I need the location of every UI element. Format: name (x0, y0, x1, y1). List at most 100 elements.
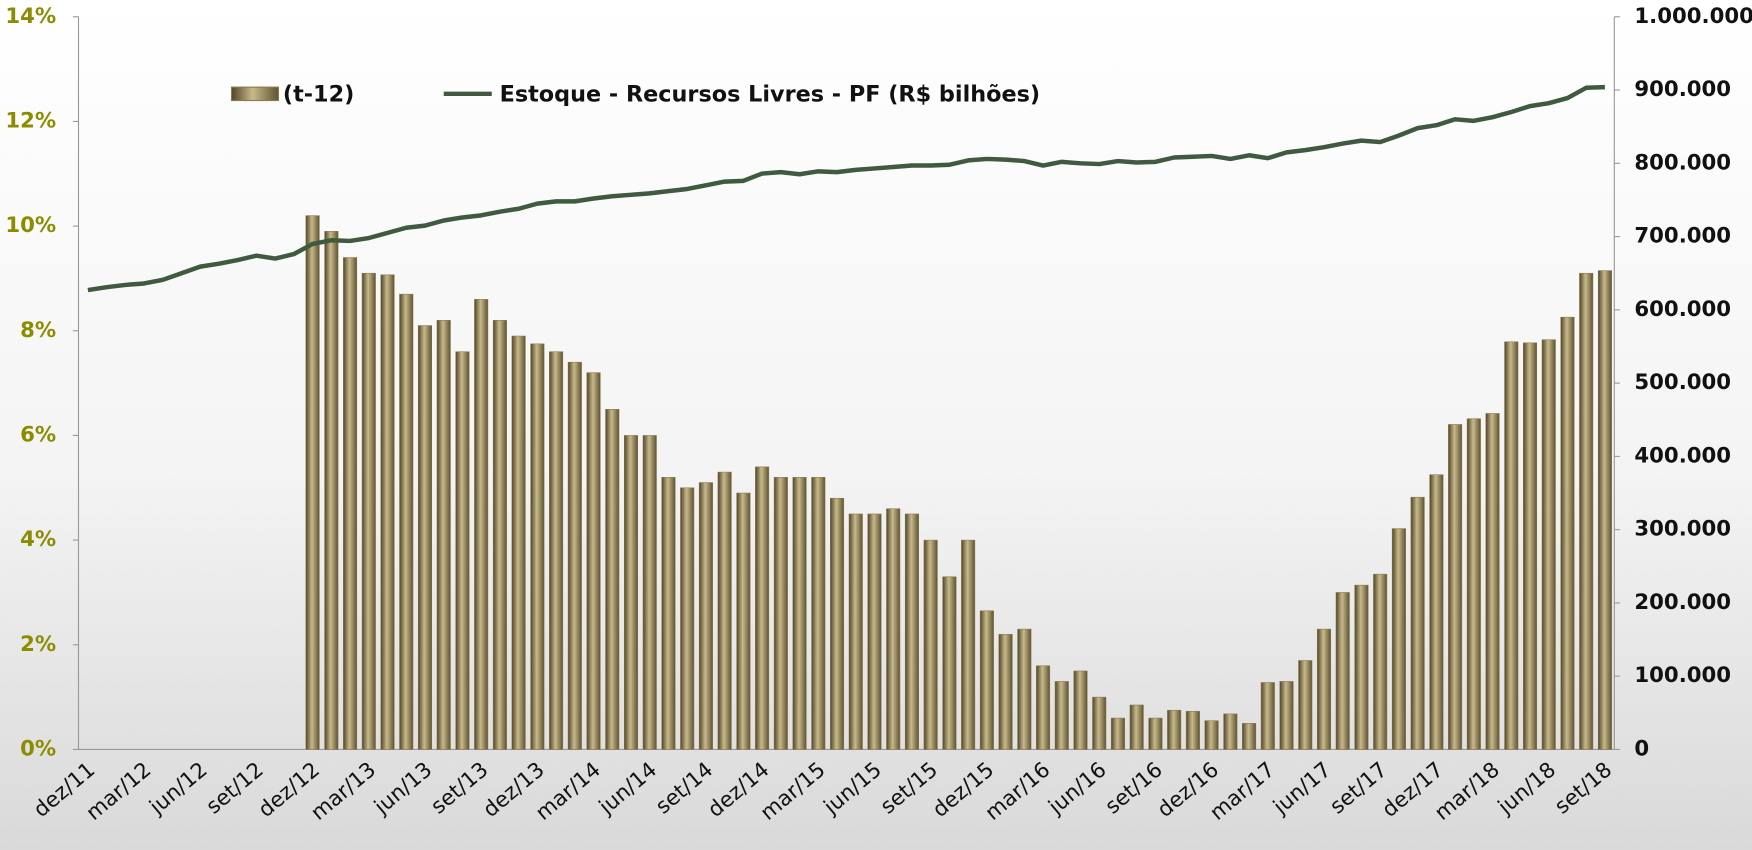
bar (661, 477, 676, 750)
line (87, 84, 1606, 293)
bar (605, 409, 620, 750)
x-tick-label: set/18 (1550, 757, 1617, 819)
x-tick-label: jun/18 (1493, 757, 1561, 820)
y2-tick-label: 500.000 (1634, 370, 1731, 395)
bar (1242, 723, 1257, 750)
x-tick-label: mar/17 (1205, 757, 1280, 825)
bar (886, 508, 901, 750)
bar (680, 487, 695, 750)
bar (755, 466, 770, 750)
bar (324, 231, 339, 750)
y-tick-label: 8% (20, 318, 56, 343)
bar (1185, 710, 1200, 750)
bar (1429, 474, 1444, 750)
bar (530, 343, 545, 750)
bar (698, 482, 713, 750)
bar (1391, 528, 1406, 750)
bar (1298, 660, 1313, 750)
bar (1148, 717, 1163, 750)
bar (1017, 628, 1032, 750)
bar (436, 320, 451, 750)
y2-tick-label: 200.000 (1634, 590, 1731, 615)
bar (717, 471, 732, 750)
x-tick-label: mar/16 (981, 757, 1056, 825)
bar (1260, 682, 1275, 750)
bar (511, 335, 526, 750)
bar (1373, 573, 1388, 750)
bar (567, 361, 582, 750)
bar (736, 492, 751, 750)
bar (1036, 665, 1051, 750)
bar (1279, 681, 1294, 750)
bar (1597, 270, 1612, 750)
bar (1485, 413, 1500, 750)
bar (1410, 496, 1425, 750)
x-tick-label: mar/12 (82, 757, 157, 825)
bar (1541, 339, 1556, 750)
x-tick-label: mar/15 (756, 757, 831, 825)
bar (1466, 418, 1481, 750)
y2-tick-label: 0 (1634, 736, 1649, 761)
bar (1316, 628, 1332, 750)
y2-tick-label: 1.000.000 (1634, 4, 1752, 29)
bar (455, 351, 470, 750)
bar (474, 299, 489, 750)
bar (1073, 670, 1088, 750)
bar (1579, 272, 1594, 750)
bar (773, 477, 788, 750)
x-tick-label: jun/13 (369, 757, 437, 820)
bar (1223, 713, 1238, 750)
bar (1110, 717, 1125, 750)
x-tick-label: jun/16 (1043, 757, 1111, 820)
x-tick-label: mar/13 (306, 757, 381, 825)
bar (904, 513, 919, 750)
y-tick-label: 14% (5, 4, 56, 29)
bar (867, 513, 882, 750)
bar (811, 477, 826, 750)
bar (492, 320, 507, 750)
x-tick-label: mar/18 (1430, 757, 1505, 825)
bar (1092, 696, 1107, 750)
bar (623, 435, 639, 750)
x-tick-label: jun/12 (144, 757, 212, 820)
bar (1054, 681, 1069, 750)
y2-tick-label: 400.000 (1634, 443, 1731, 468)
bar (923, 539, 938, 750)
legend-label: Estoque - Recursos Livres - PF (R$ bilhõ… (500, 81, 1041, 107)
bar (979, 610, 994, 750)
y2-tick-label: 900.000 (1634, 77, 1731, 102)
bar (305, 215, 320, 750)
y2-tick-label: 800.000 (1634, 150, 1731, 175)
bar (417, 325, 433, 750)
bar (1560, 316, 1575, 750)
bar (792, 477, 807, 750)
bar (549, 351, 564, 750)
bar (830, 497, 845, 750)
y-tick-label: 10% (5, 213, 56, 238)
bar (1167, 709, 1182, 750)
bar (1504, 341, 1519, 750)
bar (848, 513, 863, 750)
y2-tick-label: 600.000 (1634, 297, 1731, 322)
y-tick-label: 0% (20, 736, 56, 761)
x-tick-label: jun/14 (594, 757, 662, 820)
bar (1448, 424, 1463, 750)
legend-label: (t-12) (283, 81, 354, 107)
y-tick-label: 4% (20, 527, 56, 552)
legend-swatch (230, 86, 279, 102)
bar (961, 539, 976, 750)
bar (361, 272, 376, 750)
bar (1204, 720, 1219, 750)
x-tick-label: jun/15 (819, 757, 887, 820)
x-tick-label: jun/17 (1268, 757, 1336, 820)
bar (998, 634, 1013, 750)
bar (586, 372, 601, 750)
y-tick-label: 12% (5, 108, 56, 133)
x-tick-label: mar/14 (531, 757, 606, 825)
y2-tick-label: 700.000 (1634, 224, 1731, 249)
bar (942, 576, 957, 750)
bar (1129, 704, 1144, 750)
bar (343, 257, 358, 750)
